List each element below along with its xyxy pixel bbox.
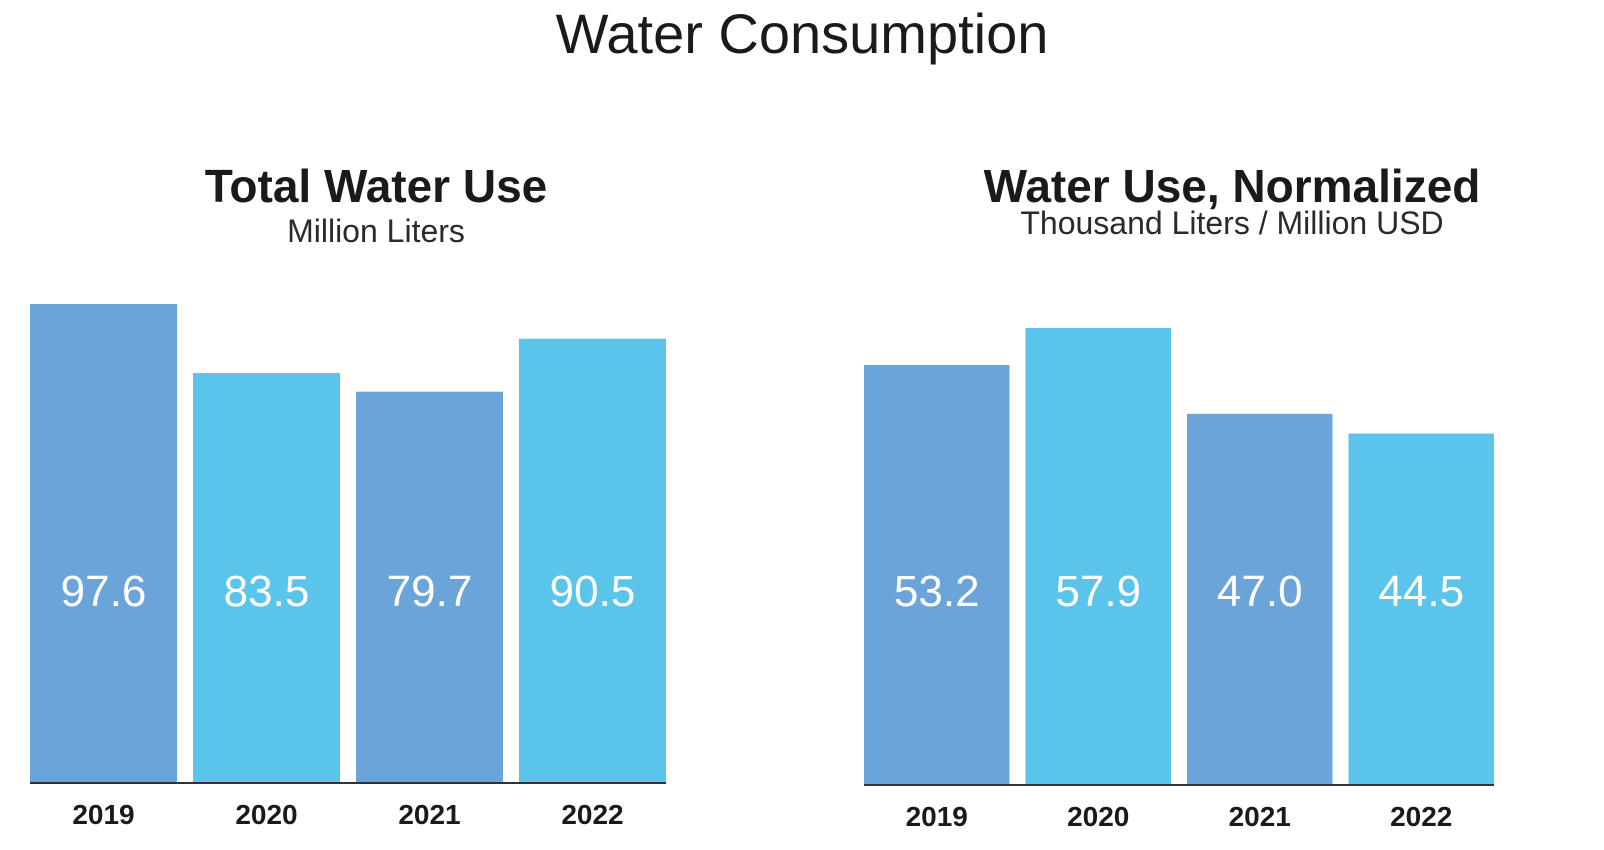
x-tick-label-2022: 2022 [1390, 801, 1452, 832]
panel-title: Total Water Use [204, 160, 548, 212]
data-label-2019: 53.2 [894, 567, 980, 616]
bar-2022 [1348, 433, 1494, 784]
data-label-2021: 79.7 [387, 567, 473, 616]
bar-2019 [30, 304, 177, 782]
data-label-2019: 97.6 [61, 567, 147, 616]
x-tick-label-2020: 2020 [235, 799, 297, 830]
bar-2021 [1187, 413, 1333, 784]
chart-title: Water Consumption [555, 2, 1049, 65]
panel-title: Water Use, Normalized [983, 160, 1481, 212]
x-tick-label-2019: 2019 [72, 799, 134, 830]
data-label-2022: 90.5 [550, 567, 636, 616]
x-tick-label-2021: 2021 [398, 799, 460, 830]
bar-2020 [193, 373, 340, 782]
x-tick-label-2019: 2019 [906, 801, 968, 832]
normalized-water-use-panel: Water Use, Normalized Thousand Liters / … [864, 150, 1592, 850]
panel-subtitle: Million Liters [287, 213, 465, 249]
total-water-use-panel: Total Water Use Million Liters 97.6 2019 8… [16, 150, 736, 850]
bar-2021 [356, 391, 503, 782]
bar-2019 [864, 365, 1010, 784]
data-label-2022: 44.5 [1378, 567, 1464, 616]
data-label-2021: 47.0 [1217, 567, 1303, 616]
bar-chart-total: 97.6 2019 83.5 2020 79.7 2021 90.5 2022 [30, 304, 666, 830]
x-tick-label-2021: 2021 [1229, 801, 1291, 832]
bar-chart-normalized: 53.2 2019 57.9 2020 47.0 2021 44.5 2022 [864, 328, 1494, 832]
data-label-2020: 57.9 [1055, 567, 1141, 616]
bar-2020 [1025, 328, 1171, 784]
x-tick-label-2022: 2022 [561, 799, 623, 830]
data-label-2020: 83.5 [224, 567, 310, 616]
panel-subtitle: Thousand Liters / Million USD [1020, 205, 1444, 241]
x-tick-label-2020: 2020 [1067, 801, 1129, 832]
bar-2022 [519, 338, 666, 782]
